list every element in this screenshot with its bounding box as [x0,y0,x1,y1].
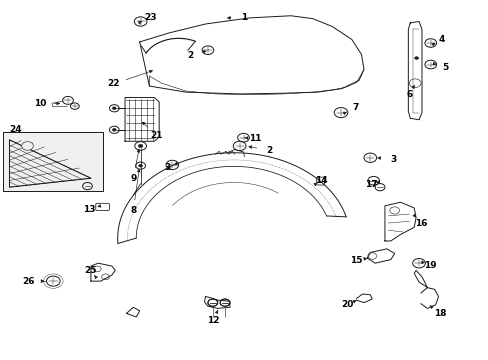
Text: 17: 17 [364,180,377,189]
Text: 11: 11 [248,134,261,143]
Text: 18: 18 [433,309,446,318]
Text: 3: 3 [164,163,170,172]
Text: 4: 4 [438,35,444,44]
Circle shape [139,164,142,167]
Circle shape [21,141,33,150]
Text: 22: 22 [107,80,120,89]
Text: 5: 5 [441,63,447,72]
Text: 24: 24 [9,125,21,134]
Text: 2: 2 [187,51,194,60]
Text: 13: 13 [83,205,96,214]
Text: 20: 20 [341,300,353,309]
Text: 6: 6 [406,90,411,99]
Text: 10: 10 [35,99,47,108]
Bar [3,132,103,191]
Text: 2: 2 [266,146,272,155]
Text: 16: 16 [414,219,427,228]
Text: 26: 26 [22,276,35,285]
Text: 7: 7 [352,103,358,112]
Circle shape [138,144,142,148]
Text: 8: 8 [130,206,136,215]
Circle shape [112,129,116,131]
Text: 15: 15 [350,256,362,265]
Circle shape [112,107,116,110]
Text: 25: 25 [84,266,97,275]
Text: 1: 1 [241,13,247,22]
Text: 12: 12 [206,316,219,325]
Text: 23: 23 [144,13,157,22]
Text: 9: 9 [130,174,136,183]
Circle shape [414,57,418,59]
Text: 19: 19 [424,261,436,270]
Text: 3: 3 [389,155,396,164]
Text: 21: 21 [150,131,163,140]
Text: 14: 14 [315,176,327,185]
